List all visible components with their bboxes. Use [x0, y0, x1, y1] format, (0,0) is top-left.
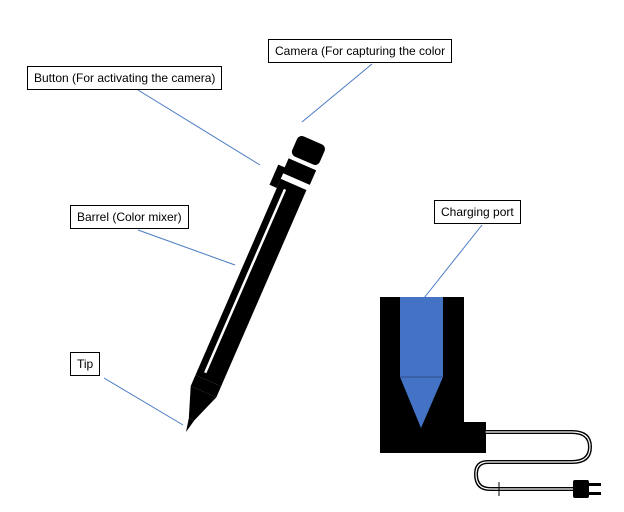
pen-illustration — [186, 135, 325, 432]
plug-icon — [498, 480, 601, 498]
plug-prong-top — [589, 483, 601, 486]
charging-port-illustration — [380, 297, 486, 453]
pen-camera-end — [291, 135, 325, 165]
leader-lines — [103, 63, 483, 426]
pen-cone — [188, 386, 217, 421]
barrel-leader-line — [137, 229, 236, 266]
charging-port-leader-line — [423, 224, 483, 299]
port-point — [400, 377, 443, 428]
plug-prong-bottom — [589, 492, 601, 495]
camera-leader-line — [301, 63, 373, 123]
button-label: Button (For activating the camera) — [27, 66, 223, 90]
cable-outer — [474, 430, 592, 491]
tip-label: Tip — [70, 352, 101, 376]
barrel-label: Barrel (Color mixer) — [70, 205, 189, 229]
pen-cap — [282, 158, 317, 185]
pen-band — [279, 172, 310, 191]
button-leader-line — [137, 89, 261, 166]
cable-inner — [475, 431, 591, 490]
charging-cable — [474, 430, 592, 491]
plug-body — [573, 480, 589, 498]
port-foot — [456, 422, 486, 453]
pen-button — [269, 164, 286, 188]
charging-port-label: Charging port — [434, 200, 521, 224]
pen-tip — [186, 417, 195, 432]
tip-leader-line — [103, 377, 184, 426]
pen-barrel-highlight — [204, 188, 287, 374]
pen-cap-stripe — [288, 154, 318, 171]
camera-label: Camera (For capturing the color — [268, 39, 453, 63]
port-channel — [400, 297, 443, 377]
pen-collar — [190, 375, 222, 398]
